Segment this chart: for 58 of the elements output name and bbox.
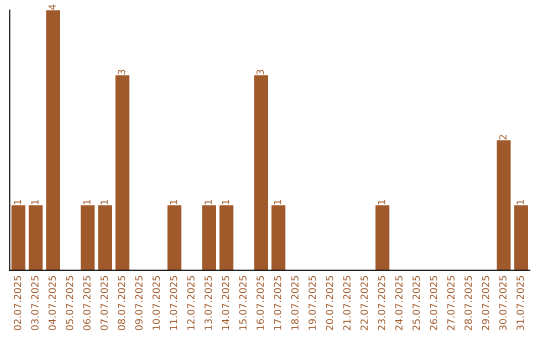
bar bbox=[80, 205, 95, 270]
data-label: 3 bbox=[118, 70, 126, 74]
x-tick-label: 13.07.2025 bbox=[204, 276, 212, 330]
x-tick-label: 05.07.2025 bbox=[66, 276, 74, 330]
bar bbox=[46, 10, 60, 270]
data-label: 1 bbox=[378, 200, 386, 204]
x-tick-label: 17.07.2025 bbox=[274, 276, 282, 330]
x-tick-label: 14.07.2025 bbox=[222, 276, 230, 330]
x-tick-label: 22.07.2025 bbox=[360, 276, 368, 330]
bar bbox=[115, 75, 130, 270]
x-tick-label: 04.07.2025 bbox=[48, 276, 56, 330]
data-label: 2 bbox=[499, 135, 506, 140]
x-tick-label: 09.07.2025 bbox=[135, 276, 143, 330]
data-label: 1 bbox=[31, 200, 38, 204]
bar bbox=[375, 205, 390, 270]
x-tick-label: 29.07.2025 bbox=[482, 276, 490, 330]
x-tick-label: 10.07.2025 bbox=[152, 276, 160, 330]
x-tick-label: 28.07.2025 bbox=[464, 276, 472, 330]
data-label: 1 bbox=[14, 200, 22, 204]
bar bbox=[11, 205, 26, 270]
x-tick-label: 25.07.2025 bbox=[412, 276, 420, 330]
data-label: 1 bbox=[222, 200, 230, 204]
data-label: 1 bbox=[100, 200, 108, 204]
x-tick-label: 15.07.2025 bbox=[239, 276, 247, 330]
bar bbox=[219, 205, 234, 270]
bar bbox=[496, 140, 511, 270]
data-label: 1 bbox=[83, 200, 90, 204]
x-tick-label: 21.07.2025 bbox=[343, 276, 351, 330]
bar bbox=[202, 205, 216, 270]
data-label: 3 bbox=[256, 70, 264, 74]
x-tick-label: 11.07.2025 bbox=[170, 276, 178, 330]
data-label: 1 bbox=[274, 200, 282, 204]
bar bbox=[28, 205, 43, 270]
x-tick-label: 20.07.2025 bbox=[326, 276, 334, 330]
x-tick-label: 30.07.2025 bbox=[499, 276, 507, 330]
x-tick-label: 06.07.2025 bbox=[83, 276, 91, 330]
bar bbox=[271, 205, 286, 270]
data-label: 1 bbox=[170, 200, 178, 204]
data-label: 1 bbox=[516, 200, 524, 204]
bar bbox=[98, 205, 112, 270]
data-label: 1 bbox=[204, 200, 212, 204]
bar bbox=[254, 75, 268, 270]
x-tick-label: 24.07.2025 bbox=[395, 276, 403, 330]
x-tick-label: 16.07.2025 bbox=[256, 276, 264, 330]
x-tick-label: 19.07.2025 bbox=[308, 276, 316, 330]
bar bbox=[167, 205, 182, 270]
x-tick-label: 07.07.2025 bbox=[100, 276, 108, 330]
x-tick-label: 31.07.2025 bbox=[516, 276, 524, 330]
x-tick-label: 27.07.2025 bbox=[447, 276, 455, 330]
x-tick-label: 03.07.2025 bbox=[31, 276, 39, 330]
data-label: 4 bbox=[48, 4, 56, 10]
bar bbox=[514, 205, 528, 270]
x-tick-label: 26.07.2025 bbox=[430, 276, 438, 330]
x-tick-label: 18.07.2025 bbox=[291, 276, 299, 330]
x-tick-label: 12.07.2025 bbox=[187, 276, 195, 330]
x-tick-label: 02.07.2025 bbox=[14, 276, 22, 330]
x-tick-label: 23.07.2025 bbox=[378, 276, 386, 330]
x-tick-label: 08.07.2025 bbox=[118, 276, 126, 330]
